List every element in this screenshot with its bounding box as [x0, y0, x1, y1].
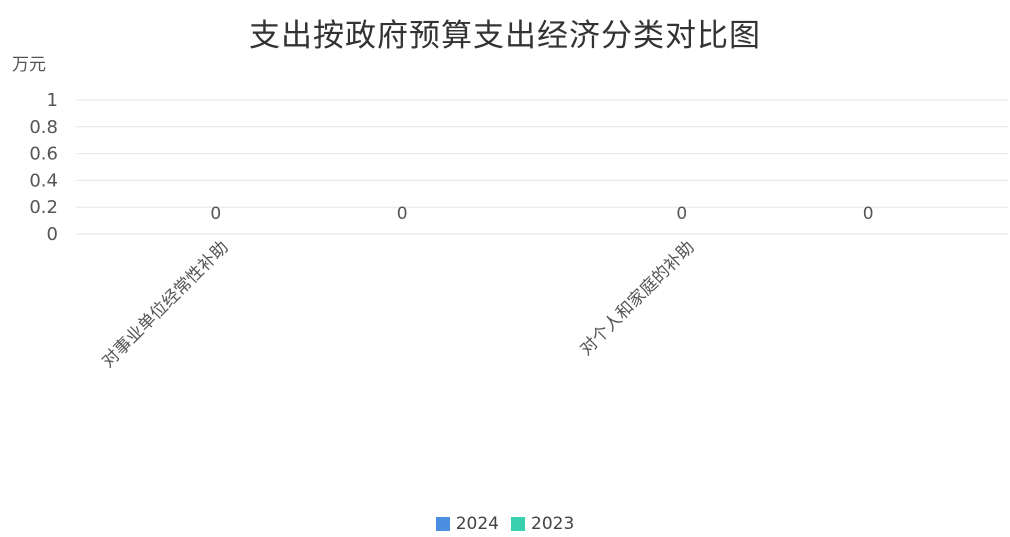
y-tick-label: 0.8 — [29, 117, 58, 138]
x-category-label: 对个人和家庭的补助 — [576, 237, 698, 359]
legend-label-2024: 2024 — [455, 514, 499, 534]
data-label: 0 — [863, 204, 874, 224]
chart-title: 支出按政府预算支出经济分类对比图 — [249, 18, 761, 54]
data-label: 0 — [397, 204, 408, 224]
data-label: 0 — [676, 204, 687, 224]
legend-item-2023[interactable]: 2023 — [511, 514, 574, 534]
legend-label-2023: 2023 — [531, 514, 575, 534]
y-tick-label: 0.2 — [29, 197, 58, 218]
legend-swatch-2024 — [435, 517, 450, 531]
y-axis-unit-label: 万元 — [12, 55, 46, 75]
legend-item-2024[interactable]: 2024 — [435, 514, 499, 534]
legend: 2024 2023 — [0, 514, 1010, 534]
y-tick-label: 1 — [47, 90, 58, 111]
data-label: 0 — [210, 204, 221, 224]
legend-swatch-2023 — [511, 517, 525, 531]
y-tick-label: 0 — [47, 224, 58, 245]
x-category-label: 对事业单位经常性补助 — [98, 237, 232, 371]
y-tick-label: 0.4 — [29, 170, 58, 191]
y-tick-label: 0.6 — [29, 144, 58, 165]
